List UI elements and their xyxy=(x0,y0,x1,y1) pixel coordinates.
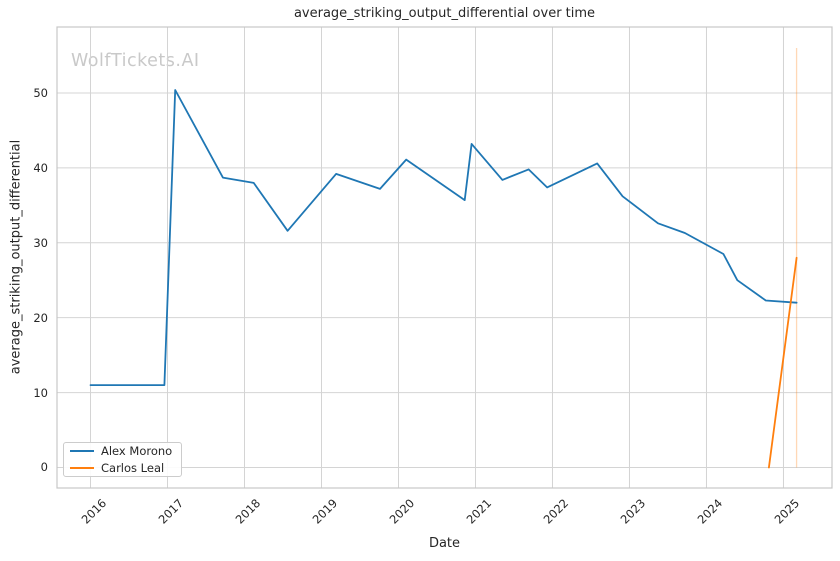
legend-label: Carlos Leal xyxy=(101,461,165,475)
y-tick-label: 50 xyxy=(33,85,48,100)
legend-item-carlos-leal: Carlos Leal xyxy=(70,461,175,475)
y-tick-label: 10 xyxy=(33,385,48,400)
legend-label: Alex Morono xyxy=(101,444,173,458)
legend-item-alex-morono: Alex Morono xyxy=(70,444,175,458)
y-tick-label: 0 xyxy=(40,460,48,475)
y-tick-label: 40 xyxy=(33,160,48,175)
y-tick-label: 30 xyxy=(33,235,48,250)
y-tick-label: 20 xyxy=(33,310,48,325)
series-line-carlos-leal xyxy=(768,256,798,469)
chart-title: average_striking_output_differential ove… xyxy=(293,6,596,21)
legend-line-swatch xyxy=(70,467,94,469)
x-axis-label: Date xyxy=(428,536,461,551)
legend: Alex Morono Carlos Leal xyxy=(63,442,182,477)
legend-line-swatch xyxy=(70,450,94,452)
plot-border xyxy=(56,26,833,489)
series-line-alex-morono xyxy=(89,89,798,387)
